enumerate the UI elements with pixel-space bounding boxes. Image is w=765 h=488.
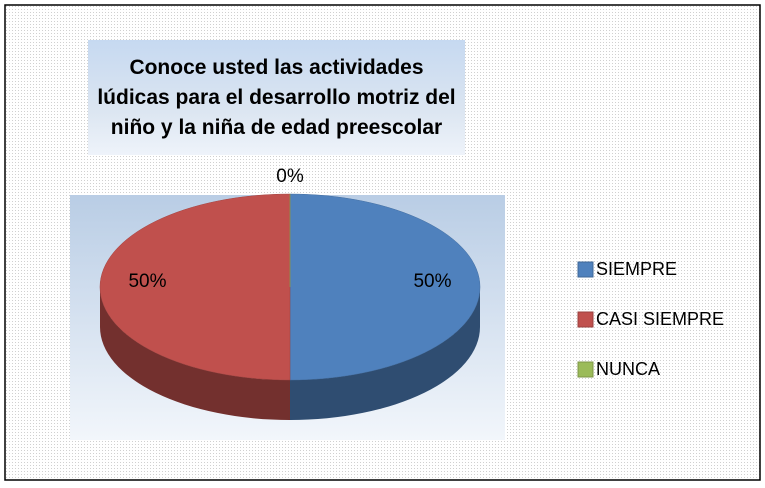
data-label: 50% — [413, 271, 451, 292]
legend-label: NUNCA — [596, 359, 660, 379]
legend-label: SIEMPRE — [596, 259, 677, 279]
chart-title: Conoce usted las actividades lúdicas par… — [88, 40, 465, 155]
pie-slice — [99, 193, 291, 381]
legend-label: CASI SIEMPRE — [596, 309, 724, 329]
pie-side — [290, 287, 480, 420]
legend-swatch — [577, 311, 594, 328]
pie-slice — [289, 193, 481, 381]
data-label: 0% — [276, 166, 304, 187]
data-label: 50% — [128, 271, 166, 292]
legend-swatch — [577, 361, 594, 378]
pie-side — [100, 287, 290, 420]
legend-swatch — [577, 261, 594, 278]
